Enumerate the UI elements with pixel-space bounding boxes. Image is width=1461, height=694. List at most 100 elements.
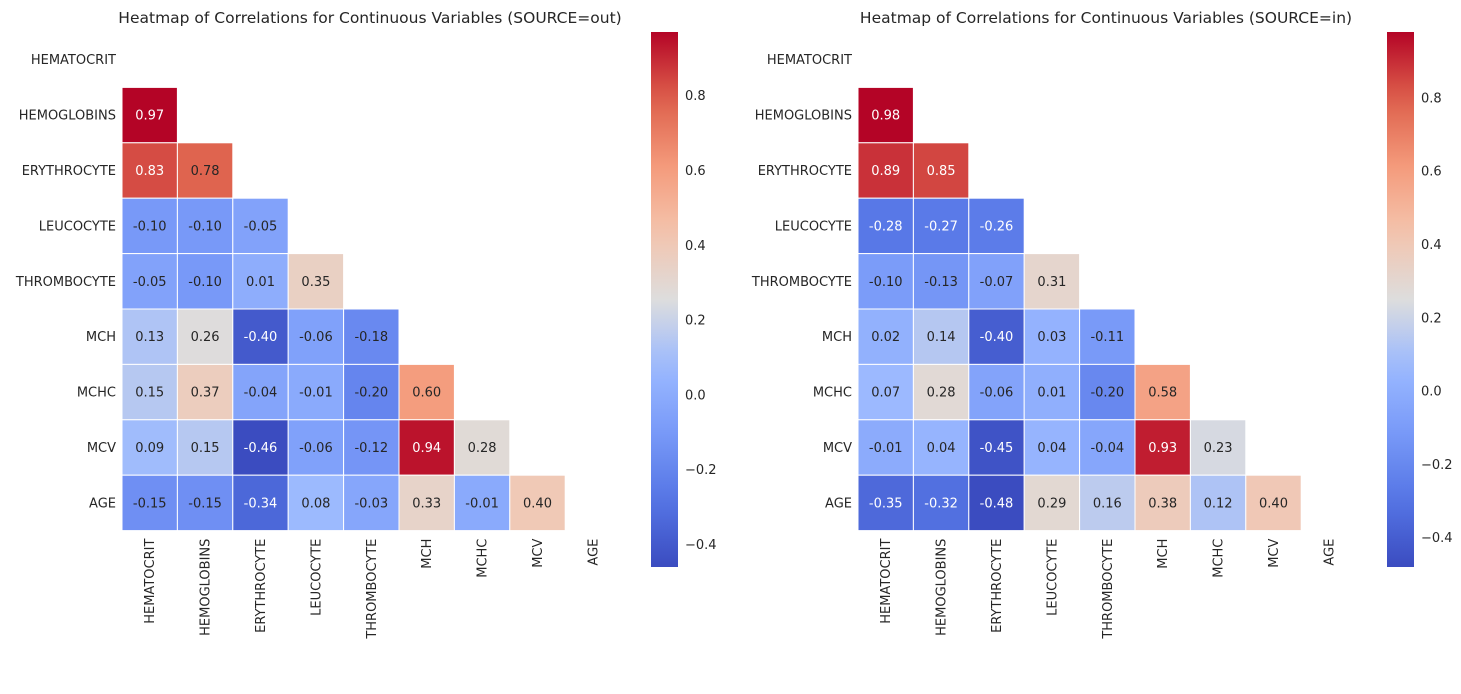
x-tick-label: HEMOGLOBINS <box>199 539 214 636</box>
heatmap-cell <box>912 363 970 421</box>
heatmap-cell <box>176 363 234 421</box>
heatmap-cell <box>398 363 455 421</box>
y-tick-label: HEMATOCRIT <box>767 53 852 68</box>
cell-value-label: -0.05 <box>133 275 167 290</box>
heatmap-cell <box>1079 474 1136 532</box>
y-tick-label: THROMBOCYTE <box>751 275 852 290</box>
x-tick-label: MCV <box>531 538 546 567</box>
cell-value-label: 0.04 <box>1037 441 1066 456</box>
colorbar-tick-label: 0.4 <box>1421 238 1442 253</box>
cell-value-label: 0.15 <box>135 386 164 401</box>
cell-value-label: 0.31 <box>1037 275 1066 290</box>
heatmap-cell <box>232 363 289 421</box>
cell-value-label: 0.33 <box>412 496 441 511</box>
x-tick-label: ERYTHROCYTE <box>990 539 1005 633</box>
heatmap-cell <box>912 474 970 532</box>
cell-value-label: 0.38 <box>1148 496 1177 511</box>
cell-value-label: 0.37 <box>191 386 220 401</box>
cell-value-label: 0.29 <box>1037 496 1066 511</box>
x-tick-label: ERYTHROCYTE <box>254 539 269 633</box>
x-tick-label: THROMBOCYTE <box>365 539 380 640</box>
cell-value-label: -0.10 <box>133 219 167 234</box>
cell-value-label: 0.15 <box>191 441 220 456</box>
cell-value-label: -0.04 <box>1090 441 1124 456</box>
cell-value-label: -0.06 <box>299 330 333 345</box>
cell-value-label: -0.40 <box>980 330 1014 345</box>
y-tick-label: HEMOGLOBINS <box>19 109 116 124</box>
cell-value-label: -0.06 <box>299 441 333 456</box>
colorbar-tick-label: 0.8 <box>685 89 706 104</box>
heatmap-cell <box>1134 474 1191 532</box>
y-tick-label: LEUCOCYTE <box>39 219 116 234</box>
cell-value-label: 0.01 <box>246 275 275 290</box>
colorbar <box>1387 32 1414 567</box>
cell-value-label: 0.07 <box>871 386 900 401</box>
x-tick-label: LEUCOCYTE <box>309 539 324 616</box>
x-tick-label: AGE <box>1322 539 1337 566</box>
cell-value-label: -0.45 <box>980 441 1014 456</box>
cell-value-label: -0.01 <box>299 386 333 401</box>
y-tick-label: MCH <box>822 330 852 345</box>
cell-value-label: -0.20 <box>354 386 388 401</box>
cell-value-label: -0.35 <box>869 496 903 511</box>
colorbar-tick-label: −0.2 <box>1421 458 1453 473</box>
cell-value-label: 0.08 <box>301 496 330 511</box>
heatmap-cell <box>176 253 234 310</box>
colorbar-tick-label: 0.2 <box>1421 311 1442 326</box>
cell-value-label: -0.03 <box>354 496 388 511</box>
heatmap-cell <box>287 363 345 421</box>
y-tick-label: ERYTHROCYTE <box>22 164 116 179</box>
x-tick-label: MCHC <box>1212 539 1227 578</box>
heatmap-cell <box>509 474 566 532</box>
heatmap-cell <box>1245 474 1302 532</box>
heatmap-cell <box>1079 363 1136 421</box>
heatmap-cell <box>176 142 234 199</box>
cell-value-label: 0.09 <box>135 441 164 456</box>
colorbar-tick-label: −0.4 <box>1421 531 1453 546</box>
heatmap-cell <box>857 86 914 144</box>
cell-value-label: -0.46 <box>244 441 278 456</box>
x-tick-label: MCHC <box>476 539 491 578</box>
heatmap-cell <box>287 419 345 476</box>
cell-value-label: -0.27 <box>924 219 958 234</box>
heatmap-cell <box>857 253 914 310</box>
heatmap-cell <box>121 86 178 144</box>
heatmap-cell <box>398 474 455 532</box>
cell-value-label: -0.32 <box>924 496 958 511</box>
y-tick-label: HEMATOCRIT <box>31 53 116 68</box>
cell-value-label: 0.94 <box>412 441 441 456</box>
heatmap-cell <box>453 474 511 532</box>
y-tick-label: LEUCOCYTE <box>775 219 852 234</box>
cell-value-label: -0.10 <box>869 275 903 290</box>
heatmap-cell <box>1189 419 1247 476</box>
y-tick-label: ERYTHROCYTE <box>758 164 852 179</box>
cell-value-label: -0.07 <box>980 275 1014 290</box>
cell-value-label: -0.48 <box>980 496 1014 511</box>
heatmap-cell <box>121 142 178 199</box>
cell-value-label: -0.40 <box>244 330 278 345</box>
heatmap-cell <box>121 419 178 476</box>
x-tick-label: HEMOGLOBINS <box>935 539 950 636</box>
cell-value-label: 0.78 <box>191 164 220 179</box>
chart-title: Heatmap of Correlations for Continuous V… <box>118 9 621 27</box>
heatmap-cell <box>176 308 234 365</box>
heatmap-cell <box>968 253 1025 310</box>
cell-value-label: -0.10 <box>188 219 222 234</box>
colorbar-tick-label: −0.4 <box>685 538 717 553</box>
colorbar <box>651 32 678 567</box>
y-tick-label: HEMOGLOBINS <box>755 109 852 124</box>
cell-value-label: 0.85 <box>927 164 956 179</box>
y-tick-label: MCHC <box>77 386 116 401</box>
x-tick-label: MCH <box>1156 539 1171 569</box>
x-tick-label: HEMATOCRIT <box>879 539 894 624</box>
heatmap-cell <box>968 197 1025 255</box>
x-tick-label: LEUCOCYTE <box>1045 539 1060 616</box>
cell-value-label: 0.35 <box>301 275 330 290</box>
colorbar-tick-label: 0.6 <box>685 164 706 179</box>
cell-value-label: 0.98 <box>871 109 900 124</box>
heatmap-panel-source-in: Heatmap of Correlations for Continuous V… <box>751 9 1453 640</box>
cell-value-label: 0.58 <box>1148 386 1177 401</box>
x-tick-label: AGE <box>586 539 601 566</box>
colorbar-tick-label: 0.4 <box>685 239 706 254</box>
